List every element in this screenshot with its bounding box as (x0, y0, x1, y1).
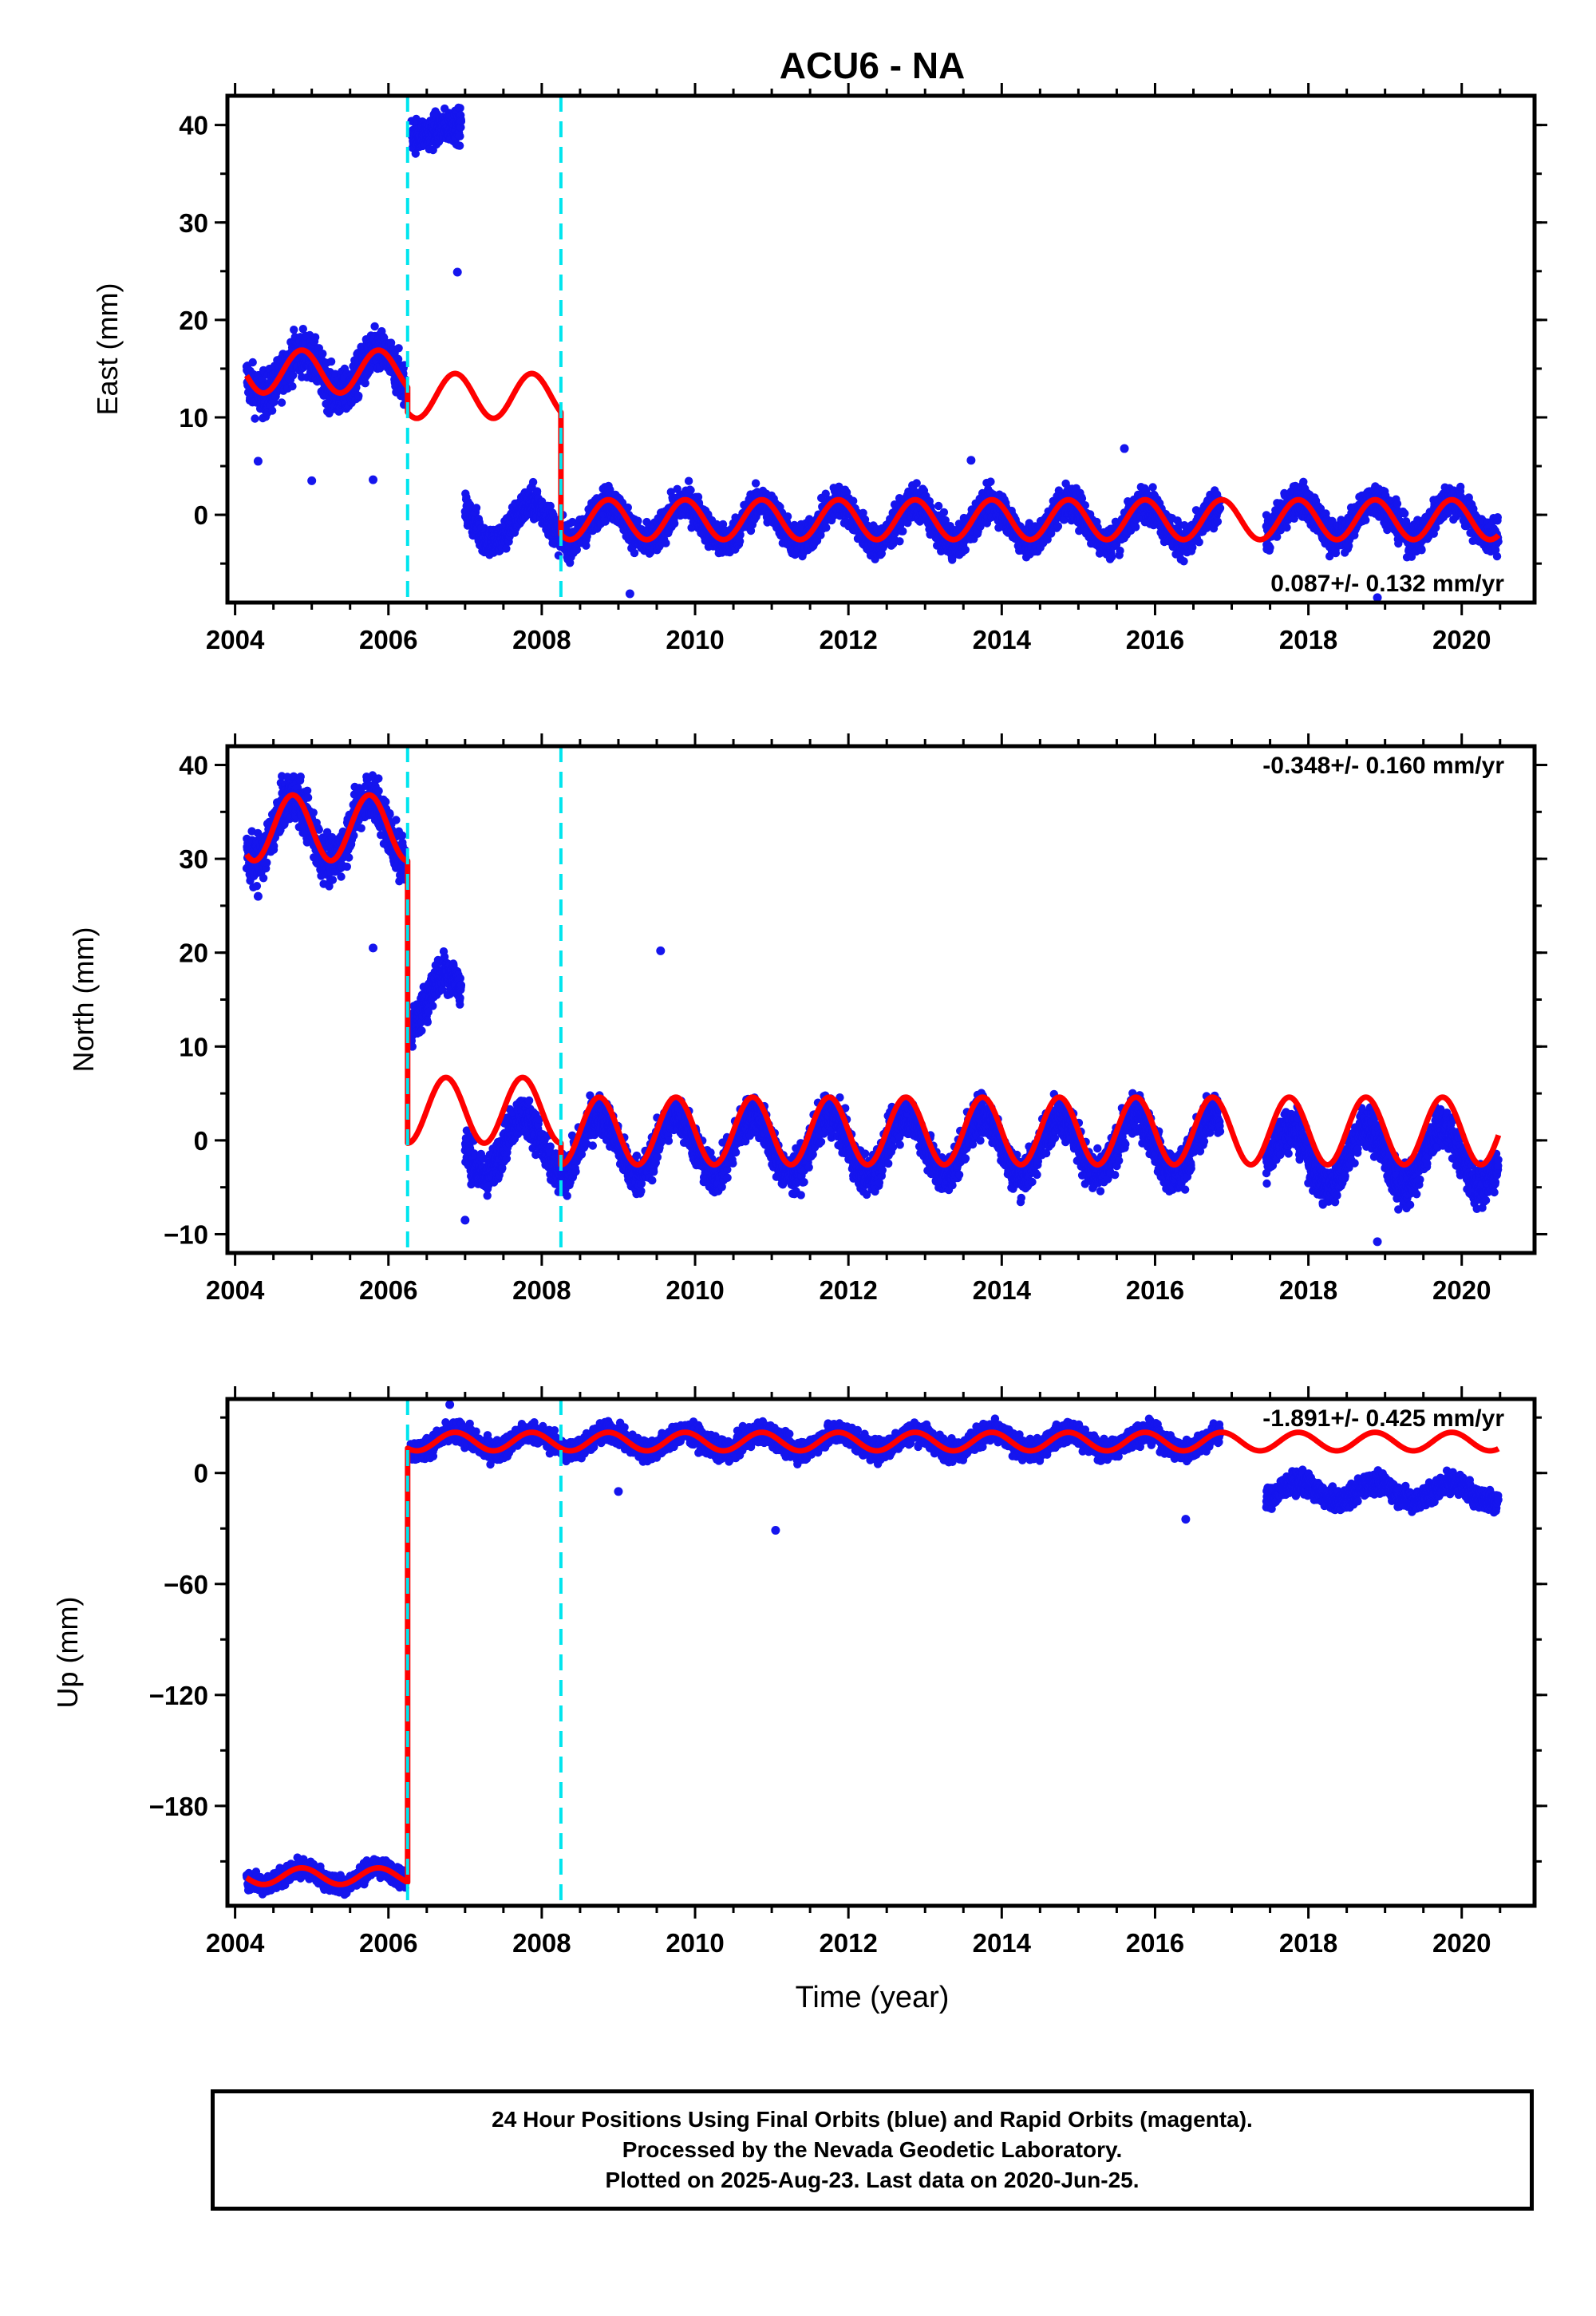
east-point (1195, 538, 1203, 547)
east-point (288, 381, 297, 391)
east-point (1282, 523, 1291, 532)
east-point (456, 132, 464, 140)
east-point (1179, 557, 1188, 566)
east-point (1266, 543, 1274, 552)
figure-title: ACU6 - NA (780, 45, 966, 86)
east-point (783, 512, 792, 521)
east-point (751, 479, 760, 488)
east-point (298, 325, 307, 334)
east-point (1331, 548, 1341, 558)
panel-east: 2004 2006 2008 2010 2012 2014 2016 2018 20200102… (91, 83, 1547, 654)
east-point (1053, 522, 1063, 531)
east-point (258, 375, 267, 384)
east-data-points (242, 103, 1503, 603)
east-point (1108, 552, 1116, 561)
east-point (912, 479, 921, 488)
east-point (1116, 546, 1124, 555)
east-point (455, 141, 464, 150)
east-point (393, 354, 403, 364)
east-point (502, 544, 511, 553)
east-point (670, 519, 679, 528)
east-point (662, 539, 670, 547)
east-point (386, 338, 396, 347)
east-point (630, 548, 639, 558)
east-point (1215, 504, 1225, 512)
east-point (354, 391, 363, 401)
east-point (934, 501, 943, 511)
east-point (370, 322, 379, 331)
east-point (1213, 517, 1223, 526)
east-point (251, 414, 259, 423)
east-point (411, 149, 420, 158)
east-point (634, 516, 642, 525)
east-point (1132, 523, 1140, 532)
east-point (456, 104, 464, 113)
east-point (939, 508, 949, 517)
east-point (248, 358, 257, 367)
east-point (684, 476, 693, 485)
east-point (290, 326, 298, 334)
east-point (1148, 483, 1157, 492)
east-point (310, 333, 320, 342)
east-point (394, 344, 403, 353)
east-point (899, 527, 907, 536)
east-point (822, 524, 831, 532)
east-point (289, 371, 298, 380)
east-point (361, 379, 369, 388)
east-point (961, 545, 970, 555)
panels-group: 2004 2006 2008 2010 2012 2014 2016 2018 20200102… (51, 83, 1547, 1958)
east-point (318, 350, 327, 358)
east-point (895, 537, 904, 546)
east-point (686, 486, 695, 495)
east-point (456, 123, 465, 132)
east-point (267, 406, 277, 415)
east-point (277, 398, 286, 407)
east-point (528, 477, 538, 487)
east-point (380, 334, 389, 342)
east-point (326, 357, 336, 366)
east-point (456, 117, 466, 126)
east-point (986, 477, 995, 486)
east-point (532, 487, 542, 496)
east-point (472, 504, 481, 512)
east-point (849, 496, 858, 505)
